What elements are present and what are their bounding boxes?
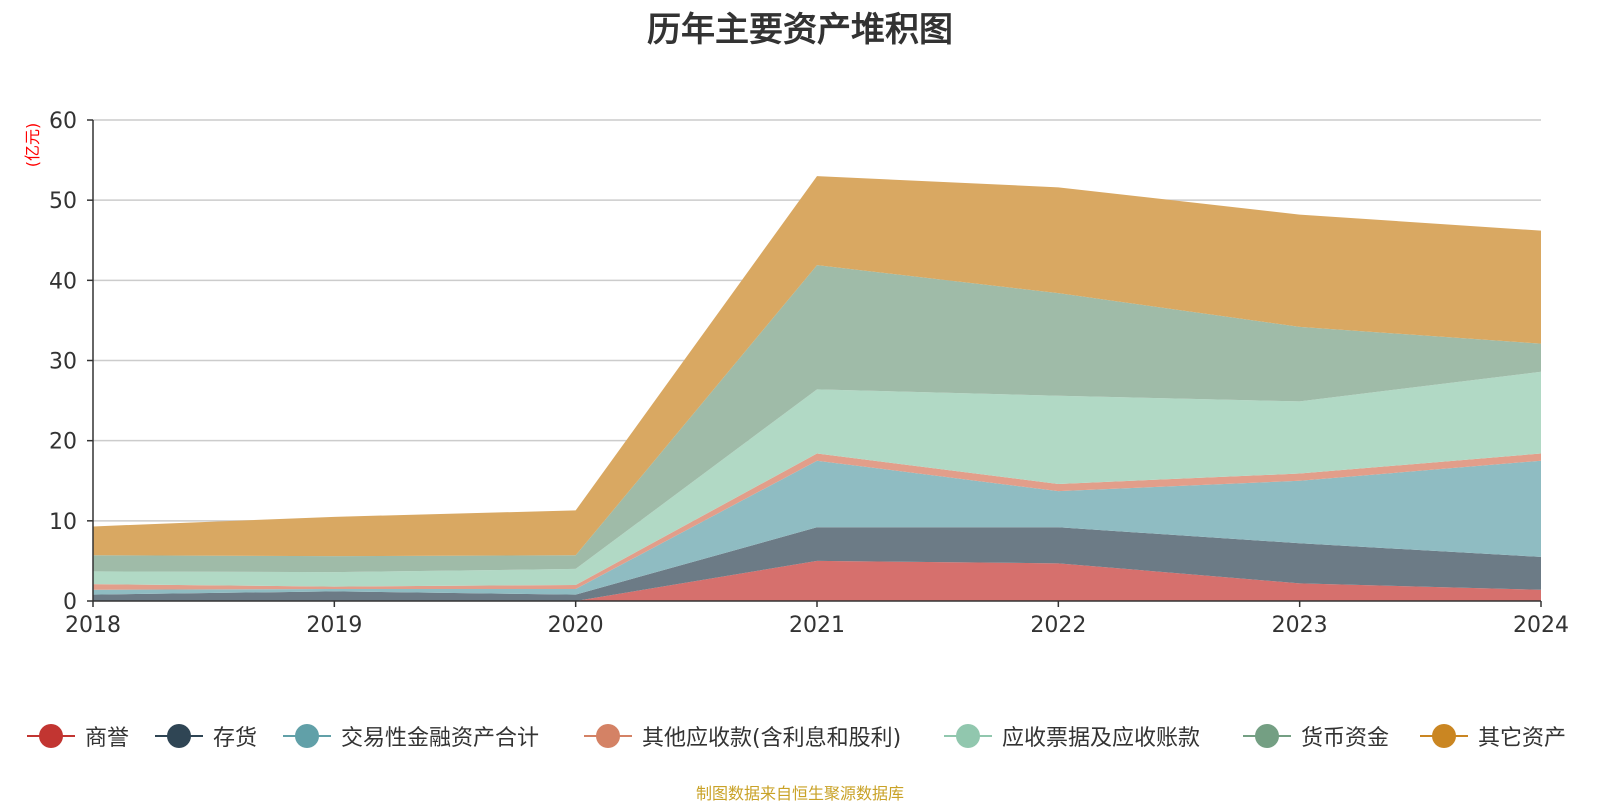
area-series-0 [93,560,1541,601]
legend-marker-2 [283,716,331,756]
x-tick-label-2024: 2024 [1513,613,1569,638]
legend-item-5[interactable]: 货币资金 [1243,716,1389,756]
legend: 商誉 存货 交易性金融资产合计 其他应收款(含利息和股利) 应收票据及应收账款 货币资金 其… [0,716,1600,756]
y-axis-label: (亿元) [23,123,42,168]
area-series-4 [93,371,1541,587]
area-series-5 [93,265,1541,573]
y-tick-label-0: 0 [63,590,77,615]
y-tick-label-40: 40 [49,269,77,294]
y-tick-label-30: 30 [49,350,77,375]
legend-marker-6 [1420,716,1468,756]
legend-marker-4 [944,716,992,756]
legend-item-6[interactable]: 其它资产 [1420,716,1566,756]
legend-item-1[interactable]: 存货 [155,716,257,756]
axes: 0 10 20 30 40 50 60 2018 2019 2020 2021 2022 2023 202… [49,109,1569,638]
x-tick-label-2021: 2021 [789,613,845,638]
area-series-1 [93,527,1541,601]
x-tick-label-2022: 2022 [1030,613,1086,638]
legend-marker-1 [155,716,203,756]
y-tick-label-10: 10 [49,510,77,535]
legend-marker-3 [584,716,632,756]
legend-item-2[interactable]: 交易性金融资产合计 [283,716,539,756]
legend-item-0[interactable]: 商誉 [27,716,129,756]
area-series-2 [93,460,1541,595]
x-tick-label-2023: 2023 [1272,613,1328,638]
area-series-3 [93,453,1541,590]
area-series [93,176,1541,601]
x-tick-label-2018: 2018 [65,613,121,638]
x-tick-label-2020: 2020 [548,613,604,638]
legend-label-1: 存货 [213,726,258,751]
chart-title: 历年主要资产堆积图 [647,10,953,50]
y-tick-label-60: 60 [49,109,77,134]
x-tick-label-2019: 2019 [306,613,362,638]
legend-label-0: 商誉 [85,726,130,751]
legend-label-4: 应收票据及应收账款 [1002,726,1201,751]
legend-item-3[interactable]: 其他应收款(含利息和股利) [584,716,901,756]
legend-marker-0 [27,716,75,756]
legend-label-3: 其他应收款(含利息和股利) [642,726,902,751]
y-tick-label-20: 20 [49,430,77,455]
legend-item-4[interactable]: 应收票据及应收账款 [944,716,1200,756]
legend-label-6: 其它资产 [1478,726,1567,751]
area-series-6 [93,176,1541,557]
legend-label-2: 交易性金融资产合计 [341,726,540,751]
legend-marker-5 [1243,716,1291,756]
legend-label-5: 货币资金 [1301,726,1390,751]
source-note: 制图数据来自恒生聚源数据库 [695,784,904,803]
y-tick-label-50: 50 [49,189,77,214]
